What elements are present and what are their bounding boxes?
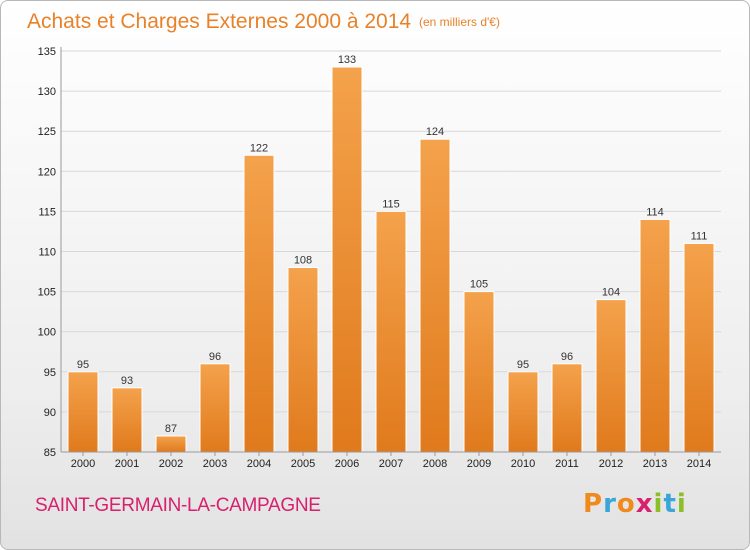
value-label: 95 (77, 359, 89, 371)
logo-letter: r (603, 489, 617, 519)
logo-letter: t (663, 489, 677, 519)
value-label: 93 (121, 375, 133, 387)
bar-2013 (639, 218, 671, 453)
y-tick-label: 125 (38, 126, 56, 138)
bar-2006 (331, 66, 363, 453)
logo-letter: i (653, 489, 664, 519)
value-label: 96 (209, 351, 221, 363)
logo-letter: x (635, 489, 654, 519)
bar-2007 (375, 210, 407, 453)
y-tick-label: 130 (38, 86, 56, 98)
x-tick-label: 2000 (71, 458, 95, 470)
bar-2002 (155, 435, 187, 453)
bar-2010 (507, 371, 539, 453)
y-tick-label: 85 (44, 447, 56, 459)
bars-layer (67, 66, 715, 453)
y-tick-label: 105 (38, 287, 56, 299)
value-label: 122 (250, 142, 268, 154)
logo-letter: P (583, 489, 604, 519)
bar-2011 (551, 363, 583, 453)
x-tick-label: 2003 (203, 458, 227, 470)
y-tick-label: 100 (38, 327, 56, 339)
chart-title: Achats et Charges Externes 2000 à 2014 (27, 10, 411, 33)
logo-letter: i (676, 489, 687, 519)
x-tick-label: 2010 (511, 458, 535, 470)
bar-2005 (287, 267, 319, 453)
y-tick-label: 90 (44, 407, 56, 419)
proxiti-logo[interactable]: Proxiti (583, 489, 687, 519)
x-tick-label: 2009 (467, 458, 491, 470)
x-tick-label: 2006 (335, 458, 359, 470)
x-tick-label: 2008 (423, 458, 447, 470)
bar-2003 (199, 363, 231, 453)
bar-2014 (683, 242, 715, 453)
y-tick-label: 115 (38, 206, 56, 218)
labels-layer: 95 93 87 96 122 108 133 115 124 105 95 96 104 114 111 (77, 54, 707, 435)
value-label: 95 (517, 359, 529, 371)
x-tick-label: 2013 (643, 458, 667, 470)
value-label: 111 (691, 230, 708, 242)
value-label: 96 (561, 351, 573, 363)
bar-2004 (243, 154, 275, 453)
bar-2009 (463, 291, 495, 453)
x-tick-label: 2011 (555, 458, 579, 470)
bar-2008 (419, 138, 451, 453)
bar-2001 (111, 387, 143, 453)
y-tick-label: 120 (38, 166, 56, 178)
value-label: 104 (602, 287, 620, 299)
value-label: 133 (338, 54, 356, 66)
chart-unit: (en milliers d'€) (419, 15, 500, 29)
axis-layer: 85 90 95 100 105 110 115 120 125 130 135 2000 2001 20… (38, 46, 721, 470)
x-tick-label: 2001 (115, 458, 139, 470)
value-label: 108 (294, 255, 312, 267)
bar-2012 (595, 299, 627, 453)
y-tick-label: 95 (44, 367, 56, 379)
value-label: 87 (165, 423, 177, 435)
x-tick-label: 2012 (599, 458, 623, 470)
x-tick-label: 2014 (687, 458, 711, 470)
value-label: 105 (470, 279, 488, 291)
value-label: 115 (382, 198, 400, 210)
value-label: 124 (426, 126, 444, 138)
y-tick-label: 135 (38, 46, 56, 58)
location-name: SAINT-GERMAIN-LA-CAMPAGNE (35, 495, 321, 516)
bar-2000 (67, 371, 99, 453)
x-tick-label: 2004 (247, 458, 271, 470)
x-tick-label: 2002 (159, 458, 183, 470)
x-tick-label: 2005 (291, 458, 315, 470)
value-label: 114 (646, 206, 664, 218)
x-tick-label: 2007 (379, 458, 403, 470)
y-tick-label: 110 (38, 247, 56, 259)
logo-letter: o (616, 489, 636, 519)
